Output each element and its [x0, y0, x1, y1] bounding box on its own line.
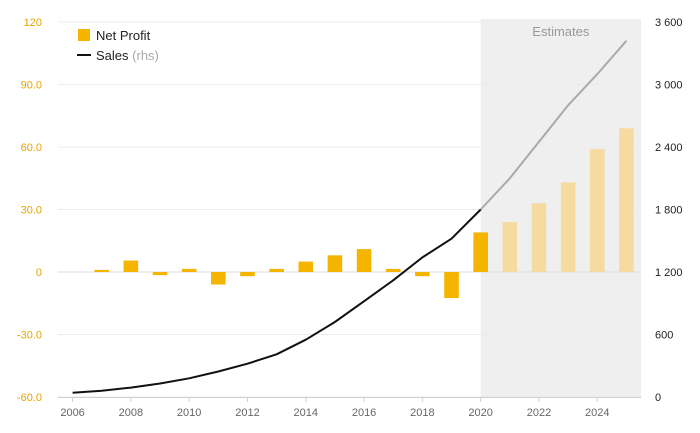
x-tick-label: 2020: [468, 407, 492, 419]
x-tick-label: 2024: [585, 407, 609, 419]
net-profit-bar: [502, 222, 518, 272]
sales-line-estimate: [479, 40, 628, 211]
net-profit-bar: [589, 149, 605, 272]
y-right-tick-label: 1 800: [655, 205, 683, 217]
x-tick-label: 2014: [294, 407, 318, 419]
net-profit-bar: [415, 272, 430, 277]
net-profit-bar: [327, 255, 343, 272]
net-profit-bar: [298, 261, 314, 272]
net-profit-bar: [473, 232, 488, 272]
y-right-tick-label: 1 200: [655, 267, 683, 279]
y-right-tick-label: 600: [655, 330, 673, 342]
y-right-tick-label: 0: [655, 392, 661, 404]
y-right-tick-label: 2 400: [655, 142, 683, 154]
x-tick-label: 2012: [235, 407, 259, 419]
y-left-tick-label: 30.0: [21, 205, 42, 217]
net-profit-bar: [152, 272, 168, 276]
y-left-tick-label: 0: [36, 267, 42, 279]
legend-swatch-net-profit: [78, 29, 90, 41]
net-profit-bar: [560, 182, 576, 272]
legend: Net Profit Sales (rhs): [77, 28, 159, 63]
net-profit-bar: [385, 268, 401, 272]
x-tick-label: 2006: [60, 407, 84, 419]
net-profit-bar: [356, 249, 372, 272]
x-tick-label: 2018: [410, 407, 434, 419]
net-profit-bar: [240, 272, 255, 277]
y-left-tick-label: 120: [24, 17, 42, 29]
estimates-label: Estimates: [532, 24, 590, 39]
sales-line: [72, 40, 628, 394]
legend-label-sales-sub: (rhs): [132, 48, 159, 63]
legend-label-sales-name: Sales: [96, 48, 129, 63]
net-profit-bar: [94, 269, 110, 272]
x-tick-label: 2008: [119, 407, 143, 419]
y-left-tick-label: -30.0: [17, 330, 42, 342]
net-profit-bars: [94, 128, 634, 299]
net-profit-bar: [123, 260, 139, 272]
net-profit-bar: [444, 272, 459, 299]
x-tick-label: 2022: [527, 407, 551, 419]
y-left-tick-label: 90.0: [21, 80, 42, 92]
y-left-tick-label: -60.0: [17, 392, 42, 404]
x-tick-label: 2016: [352, 407, 376, 419]
y-left-tick-label: 60.0: [21, 142, 42, 154]
sales-line-actual: [72, 208, 482, 394]
net-profit-bar: [531, 203, 547, 272]
net-profit-bar: [269, 268, 284, 272]
x-tick-label: 2010: [177, 407, 201, 419]
legend-label-sales: Sales (rhs): [96, 48, 159, 63]
y-right-tick-label: 3 000: [655, 80, 683, 92]
net-profit-bar: [211, 272, 226, 285]
y-right-tick-label: 3 600: [655, 17, 683, 29]
legend-label-net-profit: Net Profit: [96, 28, 151, 43]
net-profit-bar: [619, 128, 634, 272]
net-profit-bar: [181, 268, 197, 272]
